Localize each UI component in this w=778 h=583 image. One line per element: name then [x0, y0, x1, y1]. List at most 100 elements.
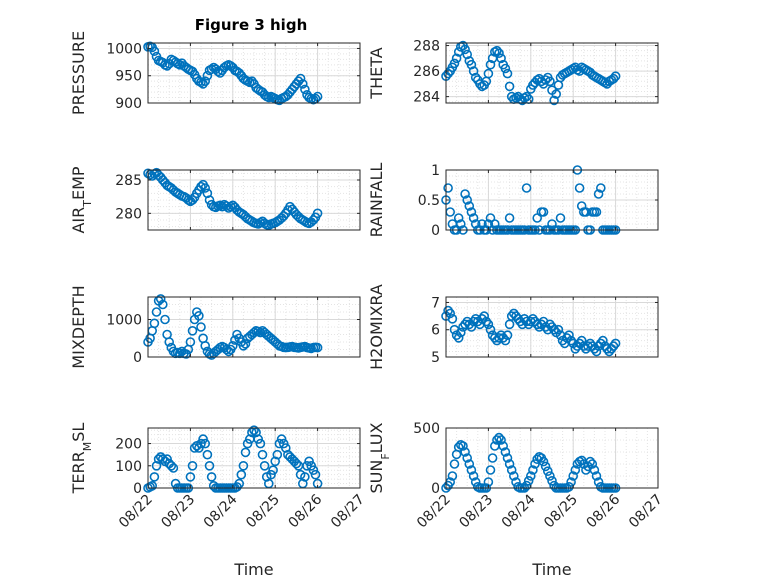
data-point [570, 465, 581, 475]
data-point [485, 59, 496, 70]
data-point [523, 475, 534, 486]
data-point [608, 341, 619, 351]
data-point [196, 181, 206, 192]
data-point [453, 442, 464, 453]
y-tick-label: 280 [115, 206, 142, 222]
data-point [549, 95, 559, 106]
axes-box [147, 169, 361, 231]
data-point [589, 465, 600, 475]
data-point [453, 333, 464, 343]
data-point [502, 330, 513, 341]
data-point [312, 208, 323, 219]
data-point [521, 91, 532, 102]
data-point [249, 327, 259, 338]
data-point [200, 340, 210, 351]
data-point [593, 189, 604, 199]
data-point [166, 460, 177, 471]
data-point [449, 58, 460, 69]
data-point [206, 472, 217, 482]
y-axis-label: PRESSURE [69, 31, 88, 115]
data-point [304, 456, 314, 467]
y-tick-label: 1 [431, 163, 440, 179]
data-point [187, 460, 198, 471]
data-point [443, 68, 453, 79]
axes-box [147, 296, 361, 358]
data-point [228, 340, 238, 351]
data-point [610, 71, 621, 81]
y-axis-label: MIXDEPTH [69, 285, 88, 368]
data-point [462, 195, 473, 205]
data-point [555, 213, 566, 223]
data-point [610, 338, 621, 349]
data-point [204, 460, 215, 471]
data-point [194, 310, 204, 321]
data-point [158, 299, 168, 310]
data-point [198, 434, 208, 444]
data-point [240, 339, 251, 349]
data-point [506, 465, 517, 475]
data-point [455, 219, 466, 229]
data-point [455, 327, 466, 338]
data-point [466, 59, 477, 70]
data-point [525, 471, 536, 481]
data-point [483, 68, 494, 79]
y-tick-label: 285 [115, 173, 142, 189]
data-point [494, 432, 504, 443]
data-point [538, 207, 549, 217]
data-point [259, 460, 270, 471]
y-axis-label: RAINFALL [367, 163, 386, 238]
data-point [276, 434, 287, 444]
data-point [464, 459, 475, 469]
data-point [449, 459, 460, 469]
data-point [595, 183, 606, 193]
y-tick-label: 500 [413, 421, 440, 437]
data-point [494, 48, 504, 59]
data-point [266, 469, 276, 480]
data-point [255, 438, 266, 449]
data-point [468, 471, 479, 481]
data-point [466, 465, 477, 475]
data-point [551, 89, 562, 99]
data-point [302, 460, 312, 471]
data-point [540, 75, 551, 85]
data-point [149, 318, 160, 329]
axes-box [147, 42, 361, 104]
data-point [591, 346, 602, 357]
data-point [521, 183, 532, 193]
data-point [470, 72, 481, 83]
data-point [196, 438, 206, 449]
data-point [566, 477, 576, 487]
y-axis-label: SUNFLUX [367, 422, 392, 493]
data-point [308, 465, 319, 476]
y-tick-label: 100 [115, 459, 142, 475]
data-point [568, 471, 579, 481]
data-point [538, 456, 549, 467]
data-point [200, 183, 210, 193]
x-axis-label: Time [531, 560, 571, 579]
data-point [479, 311, 490, 321]
subplot-pressure: 900 950 1000 PRESSURE [69, 31, 361, 115]
data-point [458, 441, 468, 451]
data-point [508, 471, 519, 481]
data-point [462, 49, 473, 60]
data-point [202, 70, 213, 81]
data-point [202, 449, 213, 460]
axes-box [445, 296, 659, 358]
y-axis-label: H2OMIXRA [367, 284, 386, 370]
data-point [162, 454, 172, 464]
data-point [255, 217, 266, 228]
data-point [164, 337, 174, 347]
data-point [492, 435, 502, 445]
data-point [564, 330, 574, 341]
data-point [598, 335, 608, 346]
subplot-theta: 284 286 288 THETA [367, 39, 659, 106]
y-tick-label: 288 [413, 39, 440, 55]
data-point [591, 207, 602, 217]
data-point [542, 466, 553, 477]
data-point [257, 449, 268, 460]
data-point [151, 307, 162, 317]
data-point [238, 460, 249, 471]
data-point [496, 435, 506, 445]
